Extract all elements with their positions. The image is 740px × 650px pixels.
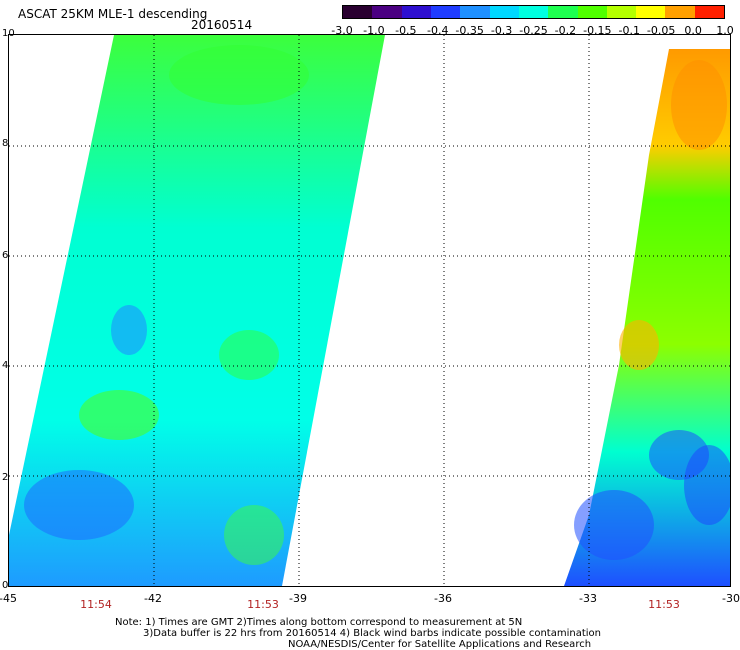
swath-map — [9, 35, 730, 586]
colorbar-swatch — [343, 6, 373, 18]
colorbar-swatch — [518, 6, 549, 18]
x-tick-label: -36 — [434, 592, 452, 605]
note-line-2: 3)Data buffer is 22 hrs from 20160514 4)… — [143, 628, 601, 639]
chart-title: ASCAT 25KM MLE-1 descending — [18, 7, 208, 21]
y-tick-label: 4 — [2, 360, 9, 371]
colorbar-label: -0.25 — [519, 24, 548, 37]
x-tick-label: -30 — [722, 592, 740, 605]
colorbar-swatch — [372, 6, 402, 18]
x-tick-label: -45 — [0, 592, 17, 605]
left-swath — [9, 35, 385, 586]
swath-patch — [169, 45, 309, 105]
colorbar — [342, 5, 725, 19]
colorbar-swatch — [577, 6, 607, 18]
y-tick-label: 6 — [2, 250, 9, 261]
swath-patch — [24, 470, 134, 540]
swath-patch — [111, 305, 147, 355]
colorbar-label: -0.4 — [427, 24, 449, 37]
colorbar-swatch — [694, 6, 725, 18]
colorbar-label: -0.35 — [455, 24, 484, 37]
note-line-1: Note: 1) Times are GMT 2)Times along bot… — [115, 617, 523, 628]
colorbar-swatch — [460, 6, 490, 18]
y-tick-label: 8 — [2, 138, 9, 149]
swath-patch — [574, 490, 654, 560]
colorbar-swatch — [489, 6, 519, 18]
y-tick-label: 10 — [2, 28, 15, 39]
colorbar-label: 1.0 — [716, 24, 734, 37]
note-line-3: NOAA/NESDIS/Center for Satellite Applica… — [288, 639, 592, 650]
colorbar-label: -0.5 — [395, 24, 417, 37]
time-label: 11:53 — [648, 598, 680, 611]
y-tick-label: 0 — [2, 580, 9, 591]
colorbar-label: -0.05 — [646, 24, 676, 37]
colorbar-label: -0.2 — [554, 24, 577, 37]
x-tick-label: -39 — [289, 592, 307, 605]
y-tick-label: 2 — [2, 472, 9, 483]
swath-patch — [684, 445, 730, 525]
colorbar-label: -0.15 — [583, 24, 612, 37]
swath-patch — [619, 320, 659, 370]
x-tick-label: -33 — [579, 592, 597, 605]
colorbar-label: 0.0 — [684, 24, 702, 37]
colorbar-label: -0.3 — [490, 24, 513, 37]
time-label: 11:54 — [80, 598, 112, 611]
x-tick-label: -42 — [144, 592, 162, 605]
swath-patch — [671, 60, 727, 150]
colorbar-label: -1.0 — [363, 24, 385, 37]
colorbar-swatch — [636, 6, 666, 18]
map-plot-area — [8, 34, 731, 587]
colorbar-label: -3.0 — [331, 24, 353, 37]
swath-patch — [79, 390, 159, 440]
date-label: 20160514 — [191, 18, 253, 32]
swath-patch — [219, 330, 279, 380]
colorbar-swatch — [665, 6, 695, 18]
colorbar-swatch — [548, 6, 578, 18]
colorbar-swatch — [430, 6, 461, 18]
time-label: 11:53 — [247, 598, 279, 611]
swath-patch — [224, 505, 284, 565]
colorbar-swatch — [401, 6, 431, 18]
colorbar-label: -0.1 — [618, 24, 640, 37]
colorbar-swatch — [606, 6, 637, 18]
